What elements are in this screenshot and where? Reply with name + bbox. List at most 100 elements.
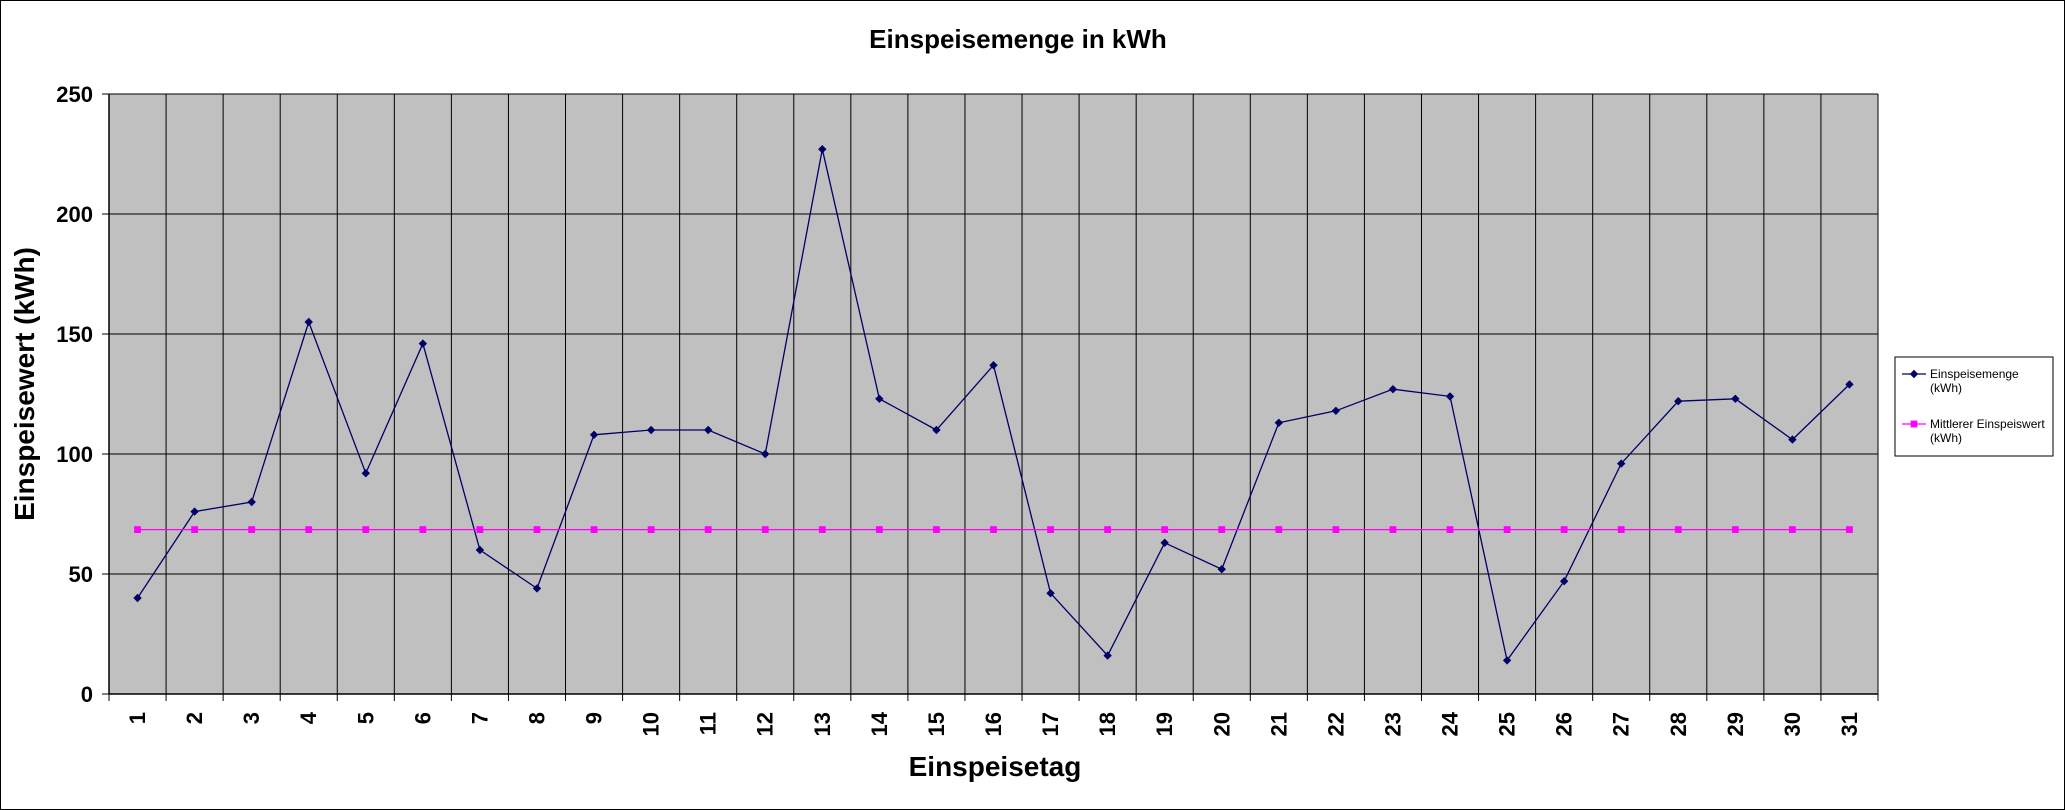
x-tick-label-14: 14 xyxy=(867,711,892,736)
series-1-point-7 xyxy=(476,526,484,533)
x-tick-label-28: 28 xyxy=(1666,712,1691,736)
legend-label-1-0: Mittlerer Einspeiswert xyxy=(1930,417,2045,431)
series-1-point-3 xyxy=(248,526,256,533)
y-tick-label-1: 50 xyxy=(69,562,93,587)
series-0-point-31 xyxy=(1845,380,1854,389)
x-tick-label-26: 26 xyxy=(1552,712,1577,736)
series-1-point-4 xyxy=(305,526,313,533)
series-1-point-18 xyxy=(1104,526,1112,533)
series-1-point-17 xyxy=(1047,526,1054,533)
x-tick-label-8: 8 xyxy=(524,712,549,724)
x-tick-label-6: 6 xyxy=(410,712,435,724)
series-0-point-5 xyxy=(361,469,370,478)
series-1-point-5 xyxy=(362,526,370,533)
series-1-point-8 xyxy=(533,526,541,533)
x-tick-label-9: 9 xyxy=(582,712,607,724)
series-0-point-20 xyxy=(1217,565,1226,574)
series-1-point-12 xyxy=(761,526,769,533)
series-0-point-11 xyxy=(703,425,713,435)
axes xyxy=(108,94,1878,695)
chart-title: Einspeisemenge in kWh xyxy=(869,24,1167,54)
series-1-point-31 xyxy=(1846,526,1853,533)
series-1 xyxy=(134,526,1853,533)
series-0-point-27 xyxy=(1617,459,1626,468)
x-tick-label-21: 21 xyxy=(1266,712,1291,736)
series-0-point-21 xyxy=(1274,418,1284,427)
x-tick-labels: 1 2 3 4 5 6 7 8 9 10 11 12 13 14 15 16 17 18 19 20 21 22 23 24 2… xyxy=(108,694,1879,736)
series-1-point-6 xyxy=(419,526,427,533)
series-1-point-28 xyxy=(1674,526,1682,533)
series-1-point-14 xyxy=(875,526,883,533)
series-0-point-4 xyxy=(304,317,313,327)
series-1-point-22 xyxy=(1332,526,1340,533)
x-tick-label-17: 17 xyxy=(1038,712,1063,736)
series-layer xyxy=(133,145,1854,665)
x-tick-label-24: 24 xyxy=(1438,711,1463,736)
series-0-point-8 xyxy=(532,584,542,593)
series-0-point-16 xyxy=(989,361,998,370)
series-1-point-20 xyxy=(1218,526,1226,533)
x-tick-label-22: 22 xyxy=(1323,712,1348,736)
x-tick-label-18: 18 xyxy=(1095,712,1120,736)
x-tick-label-20: 20 xyxy=(1209,712,1234,736)
x-tick-label-12: 12 xyxy=(753,712,778,736)
legend-label-0-0: Einspeisemenge xyxy=(1930,367,2019,381)
series-0-point-26 xyxy=(1559,577,1569,586)
series-0-point-19 xyxy=(1160,538,1169,547)
y-tick-label-3: 150 xyxy=(56,322,93,347)
series-0-point-10 xyxy=(646,425,656,435)
series-1-point-11 xyxy=(704,526,712,533)
series-0-point-17 xyxy=(1046,589,1055,598)
series-1-point-16 xyxy=(990,526,997,533)
series-1-point-13 xyxy=(818,526,826,533)
y-tick-label-4: 200 xyxy=(56,202,93,227)
series-1-point-10 xyxy=(647,526,655,533)
y-tick-label-5: 250 xyxy=(56,82,93,107)
x-tick-label-25: 25 xyxy=(1495,712,1520,736)
series-0-point-23 xyxy=(1388,385,1398,394)
series-0-point-25 xyxy=(1502,656,1512,665)
x-tick-label-15: 15 xyxy=(924,712,949,736)
series-1-point-1 xyxy=(134,526,141,533)
series-1-point-24 xyxy=(1446,526,1454,533)
y-tick-label-2: 100 xyxy=(56,442,93,467)
plot-area xyxy=(109,94,1878,694)
series-0-point-29 xyxy=(1731,394,1740,403)
x-tick-label-16: 16 xyxy=(981,712,1006,736)
series-0-point-30 xyxy=(1788,435,1797,444)
series-0-point-2 xyxy=(190,507,199,516)
series-0-point-18 xyxy=(1103,651,1112,660)
series-0-point-3 xyxy=(247,497,256,507)
x-tick-label-31: 31 xyxy=(1837,712,1862,736)
series-0-point-15 xyxy=(932,425,941,435)
legend: Einspeisemenge(kWh)Mittlerer Einspeiswer… xyxy=(1894,356,2054,457)
x-tick-label-23: 23 xyxy=(1380,712,1405,736)
x-tick-label-1: 1 xyxy=(125,712,150,724)
series-0-point-22 xyxy=(1331,406,1341,415)
y-axis-label: Einspeisewert (kWh) xyxy=(9,247,40,521)
series-1-point-2 xyxy=(191,526,198,533)
series-1-point-29 xyxy=(1731,526,1739,533)
x-tick-label-7: 7 xyxy=(467,712,492,724)
series-1-point-27 xyxy=(1617,526,1625,533)
series-1-point-19 xyxy=(1161,526,1169,533)
legend-marker-1 xyxy=(1910,420,1918,428)
series-0-point-1 xyxy=(133,593,142,603)
x-tick-label-13: 13 xyxy=(810,712,835,736)
series-1-point-26 xyxy=(1560,526,1568,533)
series-0-point-9 xyxy=(589,430,599,439)
legend-marker-0 xyxy=(1909,369,1919,379)
series-1-point-30 xyxy=(1789,526,1796,533)
series-0-point-6 xyxy=(418,339,428,348)
series-1-point-15 xyxy=(933,526,940,533)
series-1-point-23 xyxy=(1389,526,1397,533)
series-0-point-28 xyxy=(1674,397,1683,406)
x-tick-label-4: 4 xyxy=(296,711,321,724)
y-tick-labels: 0 50 100 150 200 250 xyxy=(56,82,109,707)
series-1-point-21 xyxy=(1275,526,1283,533)
x-axis-label: Einspeisetag xyxy=(909,751,1082,782)
x-tick-label-29: 29 xyxy=(1723,712,1748,736)
x-tick-label-3: 3 xyxy=(239,712,264,724)
series-1-point-25 xyxy=(1503,526,1511,533)
